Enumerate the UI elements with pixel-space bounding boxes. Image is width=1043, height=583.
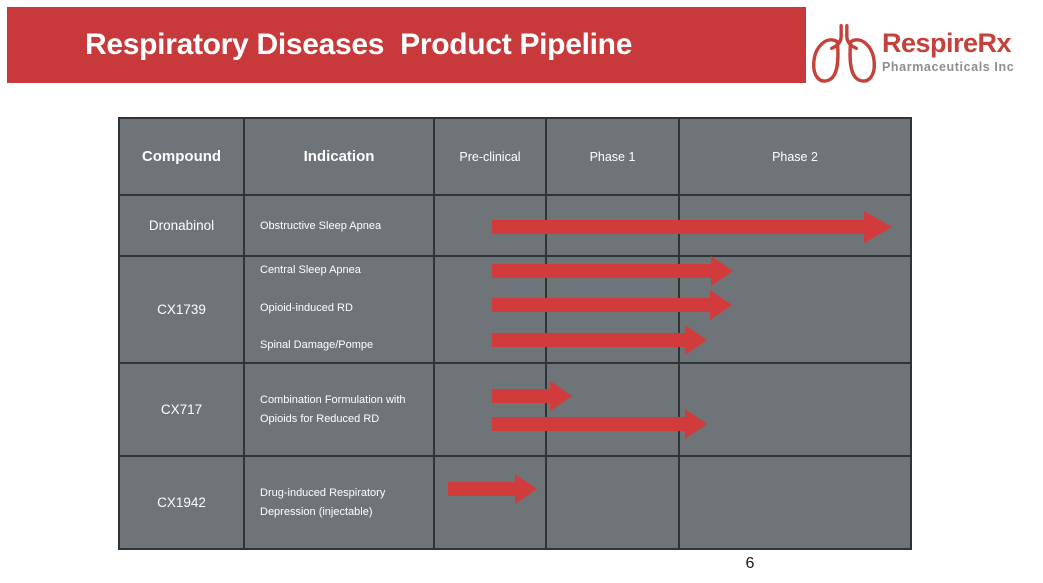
- title-banner: Respiratory Diseases Product Pipeline: [7, 7, 806, 83]
- logo-brand: RespireRx: [882, 28, 1012, 58]
- compound-cx1942: CX1942: [120, 457, 243, 548]
- company-logo: RespireRx Pharmaceuticals Inc: [810, 22, 1014, 86]
- header-phase1: Phase 1: [547, 119, 678, 194]
- indication-cx717-lines: Combination Formulation with Opioids for…: [260, 394, 406, 425]
- cell-phase2-cx1942: [680, 457, 910, 548]
- slide-title-part2: Product Pipeline: [400, 28, 633, 61]
- cell-phase1-cx1739: [547, 257, 678, 362]
- header-compound: Compound: [120, 119, 243, 194]
- logo-subtitle: Pharmaceuticals Inc: [882, 60, 1015, 74]
- logo-text: RespireRx Pharmaceuticals Inc: [882, 28, 1015, 75]
- cell-phase2-cx1739: [680, 257, 910, 362]
- header-preclinical: Pre-clinical: [435, 119, 545, 194]
- cell-preclinical-cx1942: [435, 457, 545, 548]
- pipeline-grid: Compound Indication Pre-clinical Phase 1…: [118, 117, 912, 550]
- indication-cx1942: Drug-induced Respiratory Depression (inj…: [245, 457, 433, 548]
- page-number: 6: [745, 555, 755, 572]
- indication-cx1942-lines: Drug-induced Respiratory Depression (inj…: [260, 487, 386, 518]
- indication-cx717: Combination Formulation with Opioids for…: [245, 364, 433, 455]
- lungs-icon: [810, 22, 878, 86]
- indication-dronabinol: Obstructive Sleep Apnea: [245, 196, 433, 255]
- slide-title: Respiratory Diseases Product Pipeline: [85, 28, 632, 62]
- cell-phase2-cx717: [680, 364, 910, 455]
- compound-cx717: CX717: [120, 364, 243, 455]
- header-phase2: Phase 2: [680, 119, 910, 194]
- compound-cx1739: CX1739: [120, 257, 243, 362]
- cell-preclinical-dronabinol: [435, 196, 545, 255]
- cell-phase1-cx1942: [547, 457, 678, 548]
- pipeline-table: Compound Indication Pre-clinical Phase 1…: [118, 117, 912, 550]
- header-indication: Indication: [245, 119, 433, 194]
- cell-phase1-dronabinol: [547, 196, 678, 255]
- cell-phase1-cx717: [547, 364, 678, 455]
- indication-cx1739: Central Sleep Apnea Opioid-induced RD Sp…: [245, 257, 433, 362]
- slide-title-part1: Respiratory Diseases: [85, 28, 385, 61]
- cell-preclinical-cx717: [435, 364, 545, 455]
- indication-cx1739-line1: Central Sleep Apnea: [260, 264, 361, 276]
- indication-cx1739-line2: Opioid-induced RD: [260, 301, 353, 314]
- cell-preclinical-cx1739: [435, 257, 545, 362]
- compound-dronabinol: Dronabinol: [120, 196, 243, 255]
- cell-phase2-dronabinol: [680, 196, 910, 255]
- indication-cx1739-line3: Spinal Damage/Pompe: [260, 339, 374, 351]
